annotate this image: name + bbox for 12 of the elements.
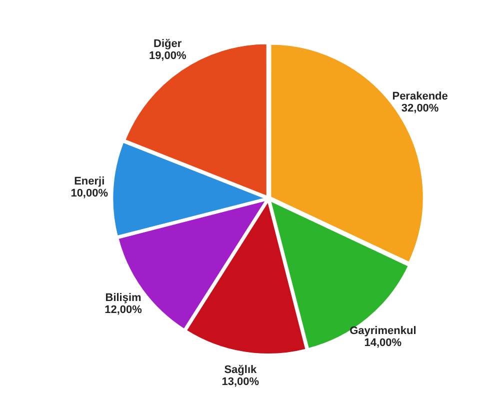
data-label: 14,00% [364, 336, 402, 349]
slice-label: Enerji [74, 175, 105, 188]
slice-label: Perakende [392, 90, 448, 102]
data-label: 13,00% [222, 376, 260, 388]
data-label: 19,00% [148, 50, 186, 62]
data-label: 32,00% [401, 102, 439, 114]
data-label: 12,00% [104, 304, 142, 316]
slice-label: Bilişim [105, 292, 142, 304]
data-label: 10,00% [70, 187, 108, 200]
slice-label: Sağlık [224, 364, 258, 376]
slice-label: Gayrimenkul [350, 324, 416, 337]
slice-label: Diğer [154, 38, 182, 50]
